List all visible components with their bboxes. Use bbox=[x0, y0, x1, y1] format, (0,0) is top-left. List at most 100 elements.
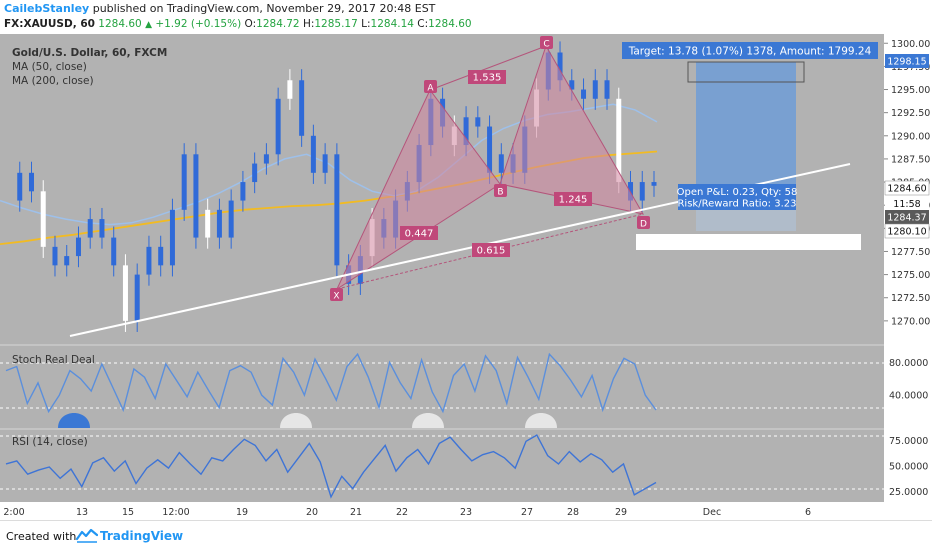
svg-text:C: C bbox=[543, 40, 549, 50]
svg-text:0.447: 0.447 bbox=[405, 229, 434, 240]
candle-body bbox=[158, 246, 164, 266]
candle-body bbox=[122, 265, 128, 321]
candle-body bbox=[99, 219, 105, 238]
legend-ma200: MA (200, close) bbox=[12, 75, 94, 87]
svg-text:1284.60: 1284.60 bbox=[887, 184, 926, 195]
price-tick-label: 1290.00 bbox=[891, 131, 930, 142]
legend-title: Gold/U.S. Dollar, 60, FXCM bbox=[12, 47, 167, 59]
candle-body bbox=[134, 274, 140, 321]
stoch-marker-3 bbox=[412, 413, 444, 428]
time-tick-label: 23 bbox=[460, 507, 472, 518]
pattern-point-a: A bbox=[424, 80, 437, 94]
pattern-point-b: B bbox=[494, 184, 507, 198]
svg-text:B: B bbox=[497, 188, 503, 198]
time-tick-label: 27 bbox=[521, 507, 533, 518]
rsi-tick-label: 75.0000 bbox=[889, 436, 928, 447]
candle-body bbox=[475, 117, 481, 127]
candle-body bbox=[193, 154, 199, 238]
candle-body bbox=[498, 154, 504, 173]
symbol-label: FX:XAUUSD, 60 bbox=[4, 18, 95, 30]
candle-body bbox=[17, 172, 23, 201]
candle-body bbox=[639, 182, 645, 201]
ratio-label-1535: 1.535 bbox=[468, 70, 506, 84]
time-axis-bg bbox=[0, 502, 932, 520]
candle-body bbox=[240, 182, 246, 201]
up-triangle-icon: ▲ bbox=[145, 20, 152, 30]
rsi-tick-label: 25.0000 bbox=[889, 487, 928, 498]
author-name[interactable]: CailebStanley bbox=[4, 2, 90, 15]
candle-body bbox=[64, 256, 70, 266]
low-value: 1284.14 bbox=[370, 18, 414, 30]
candle-body bbox=[569, 80, 575, 90]
badge-target-price: 1298.15 bbox=[885, 54, 929, 68]
svg-text:0.615: 0.615 bbox=[477, 246, 506, 257]
pattern-point-d: D bbox=[637, 216, 650, 230]
time-tick-label: 12:00 bbox=[162, 507, 189, 518]
time-tick-label: 29 bbox=[615, 507, 627, 518]
candle-body bbox=[87, 219, 93, 238]
candle-body bbox=[487, 126, 493, 173]
badge-stop-price: 1280.10 bbox=[884, 223, 930, 239]
time-tick-label: 19 bbox=[236, 507, 248, 518]
price-tick-label: 1277.50 bbox=[891, 247, 930, 258]
candle-body bbox=[40, 191, 46, 247]
last-price: 1284.60 bbox=[98, 18, 142, 30]
candle-body bbox=[616, 98, 622, 183]
candle-body bbox=[216, 209, 222, 238]
high-label: H: bbox=[302, 18, 315, 30]
candle-body bbox=[592, 80, 598, 99]
price-tick-label: 1272.50 bbox=[891, 293, 930, 304]
ratio-label-1245: 1.245 bbox=[554, 192, 592, 206]
candle-body bbox=[52, 246, 58, 266]
change-value: +1.92 (+0.15%) bbox=[155, 18, 242, 30]
price-tick-label: 1292.50 bbox=[891, 108, 930, 119]
legend-ma50: MA (50, close) bbox=[12, 61, 87, 73]
candle-body bbox=[557, 52, 563, 81]
price-tick-label: 1275.00 bbox=[891, 270, 930, 281]
badge-countdown: 11:58 bbox=[885, 197, 929, 210]
svg-text:1298.15: 1298.15 bbox=[887, 57, 926, 68]
candle-body bbox=[181, 154, 187, 210]
stoch-pane-label: Stoch Real Deal bbox=[12, 354, 95, 366]
stop-label[interactable] bbox=[636, 234, 861, 250]
stoch-tick-label: 80.0000 bbox=[889, 358, 928, 369]
target-label[interactable]: Target: 13.78 (1.07%) 1378, Amount: 1799… bbox=[622, 42, 878, 59]
price-tick-label: 1270.00 bbox=[891, 316, 930, 327]
candle-body bbox=[275, 98, 281, 155]
price-tick-label: 1287.50 bbox=[891, 154, 930, 165]
tradingview-logo-icon[interactable] bbox=[76, 527, 98, 543]
candle-body bbox=[604, 80, 610, 99]
price-tick-label: 1300.00 bbox=[891, 39, 930, 50]
candle-body bbox=[111, 237, 117, 266]
footer-brand[interactable]: TradingView bbox=[100, 529, 184, 543]
candle-body bbox=[322, 154, 328, 173]
rsi-line bbox=[5, 434, 657, 499]
candle-body bbox=[75, 237, 81, 257]
candle-body bbox=[334, 154, 340, 266]
candle-body bbox=[28, 172, 34, 192]
footer-created-with: Created with bbox=[6, 530, 77, 543]
badge-mid-price: 1284.37 bbox=[885, 210, 929, 224]
close-value: 1284.60 bbox=[428, 18, 472, 30]
stoch-marker-2 bbox=[280, 413, 312, 428]
low-label: L: bbox=[361, 18, 371, 30]
svg-text:1.535: 1.535 bbox=[473, 73, 502, 84]
candle-body bbox=[252, 163, 258, 183]
svg-text:Risk/Reward Ratio: 3.23: Risk/Reward Ratio: 3.23 bbox=[677, 199, 796, 210]
candle-body bbox=[628, 182, 634, 201]
pattern-point-c: C bbox=[540, 36, 553, 50]
time-tick-label: 22 bbox=[396, 507, 408, 518]
close-label: C: bbox=[417, 18, 429, 30]
candle-body bbox=[205, 209, 211, 238]
candle-body bbox=[263, 154, 269, 164]
chart-canvas[interactable]: X A B C D 1.535 0.447 1.245 0.615 Target… bbox=[0, 34, 932, 520]
open-label: O: bbox=[244, 18, 257, 30]
candle-body bbox=[651, 182, 657, 186]
candle-body bbox=[228, 200, 234, 238]
candle-body bbox=[310, 135, 316, 173]
svg-text:X: X bbox=[333, 292, 339, 302]
open-value: 1284.72 bbox=[256, 18, 300, 30]
svg-text:D: D bbox=[640, 220, 647, 230]
svg-text:1.245: 1.245 bbox=[559, 195, 588, 206]
